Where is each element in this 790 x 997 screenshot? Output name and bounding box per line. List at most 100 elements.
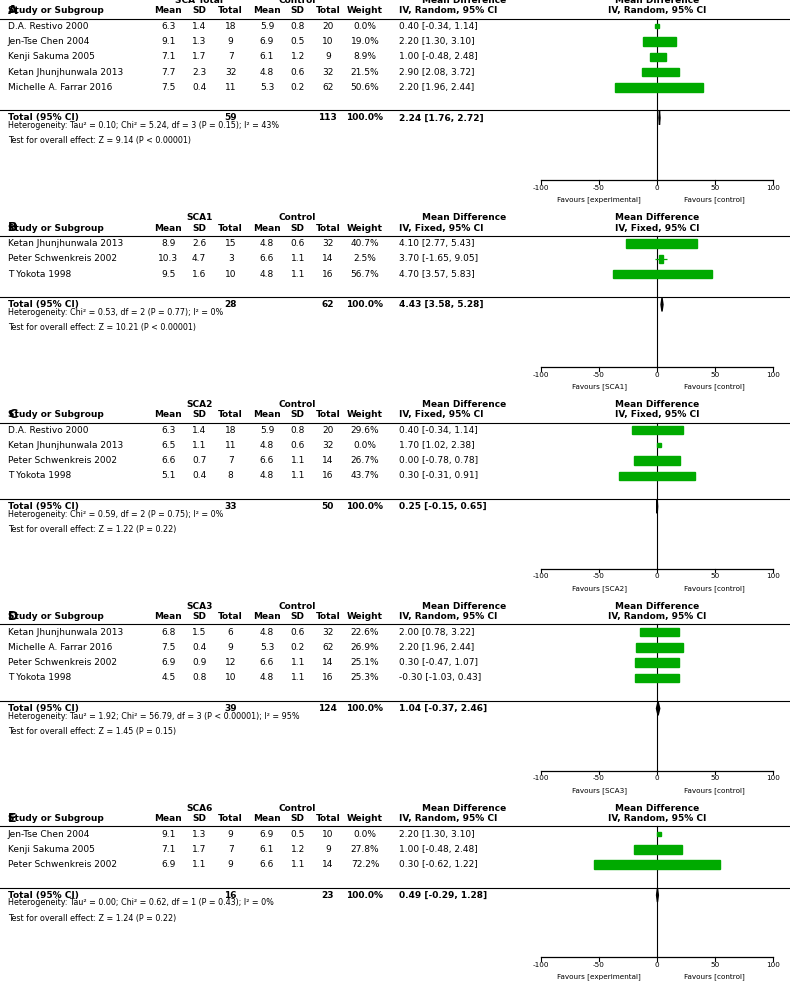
Text: 0.30 [-0.31, 0.91]: 0.30 [-0.31, 0.91] xyxy=(399,472,478,481)
Text: 16: 16 xyxy=(322,472,333,481)
Text: Weight: Weight xyxy=(347,815,383,824)
Text: -50: -50 xyxy=(593,962,605,968)
Text: Mean: Mean xyxy=(154,815,182,824)
Text: 100.0%: 100.0% xyxy=(347,704,383,713)
Text: A: A xyxy=(8,4,17,17)
Text: 2.20 [1.30, 3.10]: 2.20 [1.30, 3.10] xyxy=(399,37,475,46)
Text: 0: 0 xyxy=(655,573,659,579)
Text: 39: 39 xyxy=(224,704,237,713)
Bar xyxy=(636,643,683,652)
Text: 1.7: 1.7 xyxy=(192,52,206,61)
Text: Kenji Sakuma 2005: Kenji Sakuma 2005 xyxy=(8,844,95,853)
Polygon shape xyxy=(656,499,657,513)
Text: 50: 50 xyxy=(710,962,720,968)
Text: Ketan Jhunjhunwala 2013: Ketan Jhunjhunwala 2013 xyxy=(8,627,123,637)
Text: IV, Random, 95% CI: IV, Random, 95% CI xyxy=(608,815,706,824)
Text: T Yokota 1998: T Yokota 1998 xyxy=(8,673,71,682)
Text: C: C xyxy=(8,408,17,421)
Text: Heterogeneity: Tau² = 0.10; Chi² = 5.24, df = 3 (P = 0.15); I² = 43%: Heterogeneity: Tau² = 0.10; Chi² = 5.24,… xyxy=(8,121,279,130)
Text: 18: 18 xyxy=(225,426,236,435)
Text: Michelle A. Farrar 2016: Michelle A. Farrar 2016 xyxy=(8,643,112,652)
Text: 7.1: 7.1 xyxy=(161,52,175,61)
Text: 10: 10 xyxy=(322,37,333,46)
Text: 100.0%: 100.0% xyxy=(347,114,383,123)
Text: 0.6: 0.6 xyxy=(291,441,305,450)
Text: -50: -50 xyxy=(593,573,605,579)
Text: 16: 16 xyxy=(322,673,333,682)
Bar xyxy=(615,83,703,92)
Text: Mean Difference: Mean Difference xyxy=(422,0,506,5)
Text: 9: 9 xyxy=(228,860,234,869)
Text: Total: Total xyxy=(218,6,243,16)
Text: 0: 0 xyxy=(655,372,659,378)
Text: Control: Control xyxy=(279,804,316,813)
Text: 2.24 [1.76, 2.72]: 2.24 [1.76, 2.72] xyxy=(399,114,483,123)
Text: Study or Subgroup: Study or Subgroup xyxy=(8,815,103,824)
Text: Mean: Mean xyxy=(154,6,182,16)
Text: 7: 7 xyxy=(228,457,234,466)
Text: 6: 6 xyxy=(228,627,234,637)
Text: 1.3: 1.3 xyxy=(192,830,206,838)
Text: 1.1: 1.1 xyxy=(192,441,206,450)
Text: Favours [experimental]: Favours [experimental] xyxy=(557,973,641,980)
Text: -50: -50 xyxy=(593,184,605,190)
Text: 2.20 [1.30, 3.10]: 2.20 [1.30, 3.10] xyxy=(399,830,475,838)
Text: 0.25 [-0.15, 0.65]: 0.25 [-0.15, 0.65] xyxy=(399,502,487,511)
Text: 0.30 [-0.62, 1.22]: 0.30 [-0.62, 1.22] xyxy=(399,860,478,869)
Text: E: E xyxy=(8,812,17,825)
Text: Peter Schwenkreis 2002: Peter Schwenkreis 2002 xyxy=(8,457,117,466)
Text: 10.3: 10.3 xyxy=(158,254,179,263)
Text: Favours [SCA2]: Favours [SCA2] xyxy=(571,585,626,591)
Text: 9: 9 xyxy=(228,37,234,46)
Text: Total: Total xyxy=(315,223,340,232)
Text: 0.6: 0.6 xyxy=(291,68,305,77)
Text: Total: Total xyxy=(315,6,340,16)
Text: Favours [SCA3]: Favours [SCA3] xyxy=(571,787,626,794)
Text: 6.8: 6.8 xyxy=(161,627,175,637)
Text: 27.8%: 27.8% xyxy=(351,844,379,853)
Text: Mean: Mean xyxy=(253,411,281,420)
Text: 0.4: 0.4 xyxy=(192,83,206,92)
Text: 6.5: 6.5 xyxy=(161,441,175,450)
Text: 1.2: 1.2 xyxy=(291,844,305,853)
Text: Mean Difference: Mean Difference xyxy=(615,602,699,611)
Text: 1.1: 1.1 xyxy=(291,658,305,667)
Text: 0: 0 xyxy=(655,776,659,782)
Text: 1.4: 1.4 xyxy=(192,426,206,435)
Text: Total (95% CI): Total (95% CI) xyxy=(8,300,79,309)
Bar xyxy=(626,239,697,247)
Text: 2.20 [1.96, 2.44]: 2.20 [1.96, 2.44] xyxy=(399,643,474,652)
Text: 32: 32 xyxy=(322,441,333,450)
Text: 10: 10 xyxy=(225,673,236,682)
Bar xyxy=(613,270,712,278)
Text: 11: 11 xyxy=(225,441,236,450)
Text: 16: 16 xyxy=(224,890,237,899)
Text: 1.1: 1.1 xyxy=(291,860,305,869)
Text: SCA1: SCA1 xyxy=(186,213,213,222)
Text: Test for overall effect: Z = 10.21 (P < 0.00001): Test for overall effect: Z = 10.21 (P < … xyxy=(8,323,196,332)
Text: SD: SD xyxy=(192,6,206,16)
Text: 113: 113 xyxy=(318,114,337,123)
Text: Total: Total xyxy=(218,411,243,420)
Text: Mean: Mean xyxy=(253,815,281,824)
Text: Mean Difference: Mean Difference xyxy=(615,804,699,813)
Text: 23: 23 xyxy=(322,890,334,899)
Text: 0: 0 xyxy=(655,184,659,190)
Text: IV, Random, 95% CI: IV, Random, 95% CI xyxy=(608,612,706,621)
Text: 62: 62 xyxy=(322,643,333,652)
Text: 100: 100 xyxy=(766,372,780,378)
Text: 6.9: 6.9 xyxy=(161,860,175,869)
Text: 5.3: 5.3 xyxy=(260,83,274,92)
Text: -100: -100 xyxy=(533,573,549,579)
Text: 14: 14 xyxy=(322,860,333,869)
Bar xyxy=(635,658,679,667)
Text: IV, Fixed, 95% CI: IV, Fixed, 95% CI xyxy=(399,411,483,420)
Text: 12: 12 xyxy=(225,658,236,667)
Text: 4.10 [2.77, 5.43]: 4.10 [2.77, 5.43] xyxy=(399,239,475,248)
Text: 33: 33 xyxy=(224,502,237,511)
Text: -50: -50 xyxy=(593,776,605,782)
Text: IV, Fixed, 95% CI: IV, Fixed, 95% CI xyxy=(399,223,483,232)
Text: -100: -100 xyxy=(533,776,549,782)
Text: 4.8: 4.8 xyxy=(260,68,274,77)
Text: 100.0%: 100.0% xyxy=(347,300,383,309)
